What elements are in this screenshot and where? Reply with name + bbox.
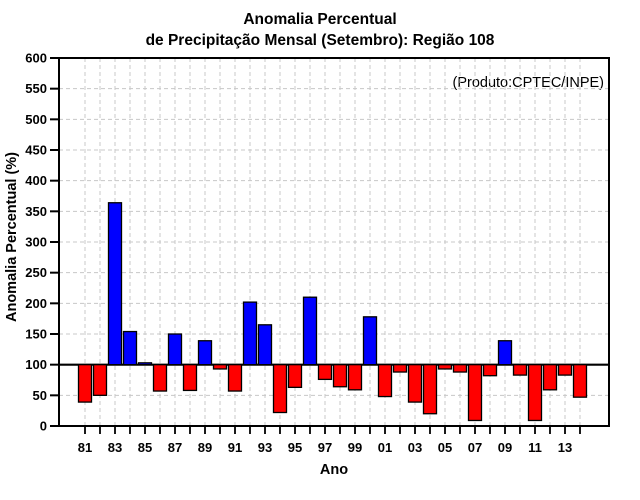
bar-2006: [452, 364, 468, 373]
chart-title-line2: de Precipitação Mensal (Setembro): Regiã…: [146, 32, 495, 49]
bar-1992: [242, 301, 258, 366]
bar-1998: [332, 364, 348, 388]
y-tick-label: 600: [25, 51, 47, 66]
bar-1991: [227, 364, 243, 392]
bar-2003: [407, 364, 423, 403]
bar-1989: [197, 340, 213, 366]
x-tick-label: 09: [498, 440, 512, 455]
bar-2004: [422, 364, 438, 415]
x-tick-label: 91: [228, 440, 242, 455]
bar-2007: [467, 364, 483, 422]
bar-2011: [527, 364, 543, 422]
bar-1983: [107, 202, 123, 366]
bar-1997: [317, 364, 333, 381]
bar-1981: [77, 364, 93, 403]
chart-title-line1: Anomalia Percentual: [243, 11, 396, 28]
bar-1990: [212, 364, 228, 370]
bar-1995: [287, 364, 303, 389]
bar-1996: [302, 296, 318, 366]
x-tick-label: 99: [348, 440, 362, 455]
bar-1993: [257, 324, 273, 366]
x-tick-label: 89: [198, 440, 212, 455]
bar-2010: [512, 364, 528, 376]
bar-1999: [347, 364, 363, 391]
y-tick-label: 500: [25, 112, 47, 127]
bar-1985: [137, 362, 153, 366]
bar-1988: [182, 364, 198, 392]
x-tick-label: 03: [408, 440, 422, 455]
bar-1984: [122, 330, 138, 366]
bar-2002: [392, 364, 408, 373]
bar-2008: [482, 364, 498, 377]
y-tick-label: 400: [25, 173, 47, 188]
x-tick-label: 01: [378, 440, 392, 455]
x-tick-label: 95: [288, 440, 302, 455]
y-tick-label: 350: [25, 204, 47, 219]
x-axis-label: Ano: [320, 462, 348, 478]
x-tick-label: 07: [468, 440, 482, 455]
y-tick-label: 0: [40, 419, 47, 434]
x-tick-label: 13: [558, 440, 572, 455]
x-tick-label: 83: [108, 440, 122, 455]
bar-2000: [362, 316, 378, 366]
bar-2013: [557, 364, 573, 376]
x-tick-label: 87: [168, 440, 182, 455]
bar-2012: [542, 364, 558, 391]
y-axis-label: Anomalia Percentual (%): [4, 152, 20, 322]
x-tick-label: 05: [438, 440, 452, 455]
bar-1986: [152, 364, 168, 392]
bar-2014: [572, 364, 588, 398]
bar-2009: [497, 340, 513, 366]
x-tick-label: 97: [318, 440, 332, 455]
y-tick-label: 100: [25, 357, 47, 372]
x-tick-label: 93: [258, 440, 272, 455]
bar-2001: [377, 364, 393, 398]
x-tick-label: 11: [528, 440, 542, 455]
bar-2005: [437, 364, 453, 370]
x-tick-label: 81: [78, 440, 92, 455]
x-tick-label: 85: [138, 440, 152, 455]
y-tick-label: 150: [25, 327, 47, 342]
y-tick-label: 50: [33, 388, 47, 403]
y-tick-label: 450: [25, 143, 47, 158]
y-tick-label: 550: [25, 81, 47, 96]
y-tick-label: 250: [25, 265, 47, 280]
bar-1987: [167, 333, 183, 366]
bar-1982: [92, 364, 108, 396]
bar-1994: [272, 364, 288, 414]
y-tick-label: 200: [25, 296, 47, 311]
y-tick-label: 300: [25, 235, 47, 250]
